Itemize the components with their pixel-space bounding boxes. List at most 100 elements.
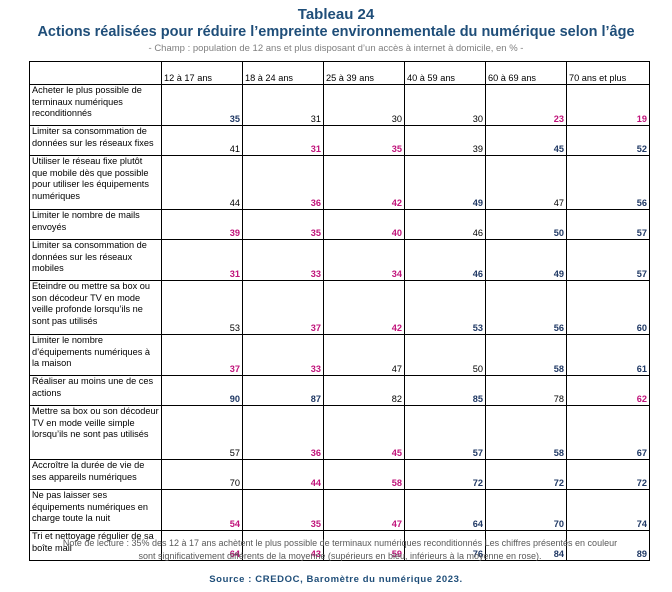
value-cell: 47 [323,334,405,376]
row-label: Limiter sa consommation de données sur l… [29,239,162,281]
value-cell: 54 [161,489,243,531]
value-cell: 42 [323,280,405,335]
reading-note-line-1: Note de lecture : 35% des 12 à 17 ans ac… [62,538,618,548]
value-cell: 37 [242,280,324,335]
value-cell: 30 [323,84,405,126]
value-cell: 74 [566,489,650,531]
column-header: 60 à 69 ans [485,61,567,85]
value-cell: 45 [323,405,405,460]
value-cell: 62 [566,375,650,406]
value-cell: 42 [323,155,405,210]
row-label: Limiter le nombre d’équipements numériqu… [29,334,162,376]
value-cell: 36 [242,155,324,210]
value-cell: 53 [161,280,243,335]
value-cell: 47 [485,155,567,210]
column-header: 25 à 39 ans [323,61,405,85]
source-line: Source : CREDOC, Baromètre du numérique … [209,574,463,585]
value-cell: 46 [404,209,486,240]
row-label: Ne pas laisser ses équipements numérique… [29,489,162,531]
value-cell: 56 [485,280,567,335]
value-cell: 70 [161,459,243,490]
value-cell: 35 [242,209,324,240]
value-cell: 35 [242,489,324,531]
value-cell: 35 [323,125,405,156]
value-cell: 23 [485,84,567,126]
table-row: Mettre sa box ou son décodeur TV en mode… [29,405,650,460]
value-cell: 85 [404,375,486,406]
value-cell: 57 [566,209,650,240]
table-row: Eteindre ou mettre sa box ou son décodeu… [29,280,650,335]
table-row: Tri et nettoyage régulier de sa boîte ma… [29,530,650,561]
value-cell: 44 [242,459,324,490]
value-cell: 72 [485,459,567,490]
value-cell: 33 [242,334,324,376]
value-cell: 57 [404,405,486,460]
value-cell: 87 [242,375,324,406]
value-cell: 52 [566,125,650,156]
value-cell: 84 [485,530,567,561]
value-cell: 35 [161,84,243,126]
value-cell: 41 [161,125,243,156]
column-header: 70 ans et plus [566,61,650,85]
row-label: Acheter le plus possible de terminaux nu… [29,84,162,126]
value-cell: 59 [323,530,405,561]
reading-note: Note de lecture : 35% des 12 à 17 ans ac… [20,537,660,562]
table-row: Réaliser au moins une de ces actions 90 87… [29,375,650,406]
value-cell: 31 [242,125,324,156]
value-cell: 72 [404,459,486,490]
value-cell: 49 [485,239,567,281]
value-cell: 53 [404,280,486,335]
page-title: Actions réalisées pour réduire l’emprein… [37,24,635,40]
value-cell: 72 [566,459,650,490]
value-cell: 56 [566,155,650,210]
value-cell: 44 [161,155,243,210]
value-cell: 30 [404,84,486,126]
column-header: 40 à 59 ans [404,61,486,85]
value-cell: 76 [404,530,486,561]
row-label: Limiter le nombre de mails envoyés [29,209,162,240]
value-cell: 31 [242,84,324,126]
value-cell: 58 [485,334,567,376]
value-cell: 50 [404,334,486,376]
value-cell: 45 [485,125,567,156]
table-row: Utiliser le réseau fixe plutôt que mobil… [29,155,650,210]
column-header: 12 à 17 ans [161,61,243,85]
value-cell: 57 [161,405,243,460]
value-cell: 39 [404,125,486,156]
value-cell: 58 [485,405,567,460]
table-row: Limiter sa consommation de données sur l… [29,125,650,156]
value-cell: 89 [566,530,650,561]
value-cell: 31 [161,239,243,281]
row-label: Mettre sa box ou son décodeur TV en mode… [29,405,162,460]
value-cell: 60 [566,280,650,335]
scope-caption: - Champ : population de 12 ans et plus d… [148,43,524,54]
row-label: Réaliser au moins une de ces actions [29,375,162,406]
value-cell: 61 [566,334,650,376]
value-cell: 82 [323,375,405,406]
value-cell: 57 [566,239,650,281]
value-cell: 19 [566,84,650,126]
value-cell: 36 [242,405,324,460]
value-cell: 58 [323,459,405,490]
value-cell: 37 [161,334,243,376]
row-label: Eteindre ou mettre sa box ou son décodeu… [29,280,162,335]
row-label: Accroître la durée de vie de ses apparei… [29,459,162,490]
table-row: Limiter le nombre de mails envoyés 39 35 40… [29,209,650,240]
value-cell: 67 [566,405,650,460]
table-row: Accroître la durée de vie de ses apparei… [29,459,650,490]
value-cell: 90 [161,375,243,406]
table-row: Acheter le plus possible de terminaux nu… [29,84,650,126]
row-label: Utiliser le réseau fixe plutôt que mobil… [29,155,162,210]
column-header: 18 à 24 ans [242,61,324,85]
table-row: Ne pas laisser ses équipements numérique… [29,489,650,531]
value-cell: 34 [323,239,405,281]
reading-note-line-2: sont significativement différents de la … [138,550,542,561]
header-row: 12 à 17 ans 18 à 24 ans 25 à 39 ans 40 à 59… [29,61,650,85]
header-corner [29,61,162,85]
value-cell: 33 [242,239,324,281]
value-cell: 70 [485,489,567,531]
data-table: 12 à 17 ans 18 à 24 ans 25 à 39 ans 40 à 59… [29,61,650,561]
value-cell: 46 [404,239,486,281]
value-cell: 78 [485,375,567,406]
